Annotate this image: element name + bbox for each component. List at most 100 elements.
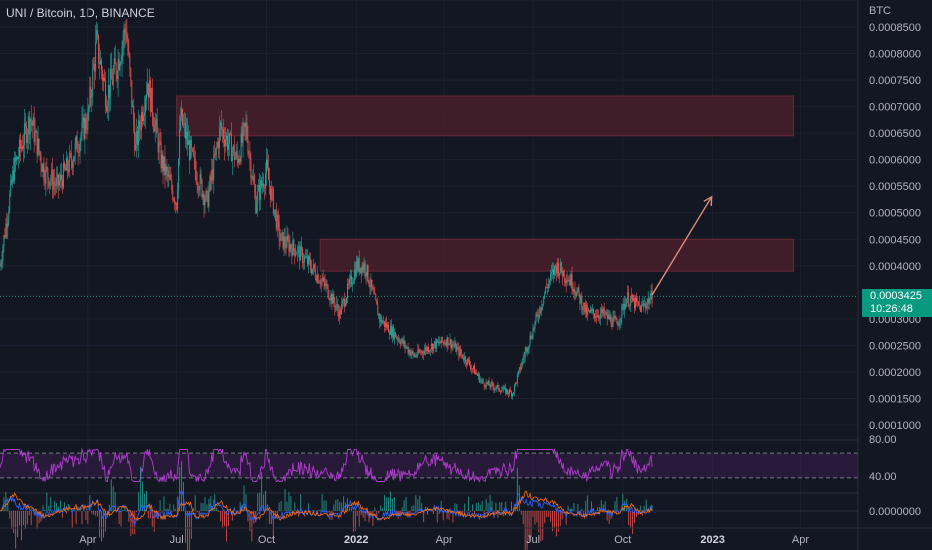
candle-body — [350, 275, 352, 285]
candle-body — [373, 289, 375, 294]
candle-body — [262, 183, 264, 186]
candle-body — [128, 51, 130, 55]
candle-body — [407, 346, 409, 353]
time-tick: Oct — [258, 534, 275, 546]
candle-body — [130, 68, 132, 81]
candle-body — [436, 339, 438, 343]
candle-body — [127, 40, 129, 52]
candle-body — [587, 309, 589, 316]
candle-body — [79, 141, 81, 153]
candle-body — [12, 170, 14, 183]
candle-body — [460, 349, 462, 354]
candle-body — [615, 318, 617, 320]
candle-body — [72, 161, 74, 168]
candle-body — [517, 370, 519, 375]
candle-body — [643, 303, 645, 306]
candle-body — [246, 122, 248, 140]
candle-body — [546, 286, 548, 288]
candle-body — [402, 339, 404, 345]
candle-body — [83, 117, 85, 139]
candle-body — [37, 138, 39, 155]
candle-body — [582, 309, 584, 310]
candle-body — [253, 176, 255, 184]
candle-body — [399, 342, 401, 345]
candle-body — [330, 294, 332, 301]
price-tick: 0.0008500 — [869, 22, 921, 34]
candle-body — [514, 382, 516, 385]
candle-body — [109, 68, 111, 98]
candle-body — [81, 121, 83, 135]
candle-body — [543, 296, 545, 305]
candle-body — [97, 30, 99, 35]
candle-body — [26, 134, 28, 143]
candle-body — [341, 304, 343, 315]
candle-body — [647, 298, 649, 303]
candle-body — [551, 272, 552, 274]
candle-body — [201, 180, 203, 198]
candle-body — [80, 134, 82, 142]
candle-body — [393, 332, 395, 339]
price-axis[interactable]: 0.0008500 0.0008000 0.0007500 0.0007000 0.00… — [869, 22, 921, 432]
candle-body — [544, 293, 546, 297]
candle-body — [326, 283, 328, 285]
candle-body — [556, 262, 558, 274]
candle-body — [401, 339, 403, 342]
candle-body — [212, 169, 214, 181]
candle-body — [244, 123, 246, 127]
candle-body — [619, 322, 621, 324]
price-tick: 0.0004000 — [869, 261, 921, 273]
candle-body — [560, 262, 562, 272]
candle-body — [451, 344, 453, 349]
candle-body — [413, 353, 415, 357]
candle-body — [645, 306, 647, 308]
candle-body — [87, 108, 89, 130]
candle-body — [257, 191, 259, 205]
candle-body — [400, 341, 402, 345]
candle-body — [573, 289, 575, 292]
candle-body — [492, 383, 494, 387]
candle-body — [574, 289, 576, 294]
candle-body — [427, 347, 429, 352]
candle-body — [564, 279, 566, 281]
candle-body — [650, 290, 652, 299]
candle-body — [446, 337, 448, 347]
candle-body — [524, 351, 526, 358]
candle-body — [64, 168, 66, 171]
candle-body — [384, 320, 386, 327]
candle-body — [536, 314, 538, 315]
candle-body — [69, 153, 71, 154]
candle-body — [34, 131, 36, 142]
candle-body — [148, 80, 150, 98]
candle-body — [22, 145, 24, 150]
candle-body — [219, 127, 221, 149]
candle-body — [322, 277, 324, 281]
candle-body — [308, 256, 310, 261]
candle-body — [549, 280, 551, 283]
candle-body — [258, 184, 260, 192]
candle-body — [42, 163, 44, 172]
candle-body — [509, 389, 511, 394]
candle-body — [453, 345, 455, 347]
candle-body — [76, 136, 78, 153]
candle-body — [644, 303, 646, 307]
candle-body — [539, 307, 541, 317]
candle-body — [17, 157, 19, 160]
candle-body — [314, 269, 316, 278]
candle-body — [0, 263, 2, 266]
candle-body — [621, 305, 623, 319]
candle-body — [113, 58, 115, 72]
candle-body — [507, 389, 509, 393]
candle-body — [439, 343, 441, 344]
candle-body — [351, 283, 353, 285]
price-tick: 0.0005000 — [869, 208, 921, 220]
candle-body — [367, 265, 369, 282]
candle-body — [134, 124, 136, 151]
candle-body — [299, 246, 301, 261]
candle-body — [187, 140, 189, 145]
candle-body — [91, 96, 93, 98]
time-axis[interactable]: Apr Jul Oct 2022 Apr Jul Oct 2023 Apr — [79, 534, 809, 546]
candle-body — [315, 277, 317, 282]
candle-body — [198, 189, 200, 191]
candle-body — [305, 256, 306, 258]
